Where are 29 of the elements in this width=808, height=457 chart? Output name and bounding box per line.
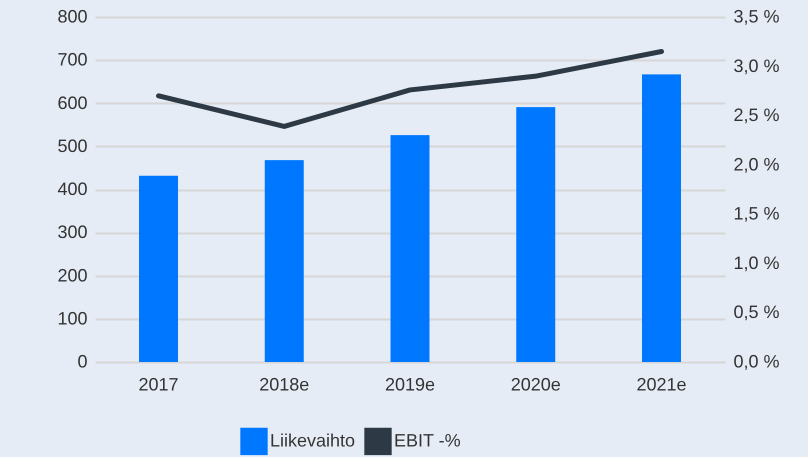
- legend-label: Liikevaihto: [270, 430, 356, 450]
- y2-tick-label: 1,5 %: [734, 204, 780, 224]
- y-tick-label: 400: [57, 179, 88, 199]
- y2-tick-label: 1,0 %: [734, 252, 780, 273]
- y-tick-label: 0: [77, 352, 88, 372]
- x-tick-label: 2018e: [259, 374, 310, 394]
- y-tick-label: 700: [57, 50, 88, 70]
- bar: [516, 107, 556, 362]
- y2-tick-label: 2,5 %: [734, 105, 780, 126]
- y-tick-label: 600: [57, 92, 88, 113]
- x-tick-label: 2017: [138, 374, 179, 394]
- y2-tick-label: 0,5 %: [734, 302, 780, 322]
- x-tick-label: 2019e: [384, 374, 436, 394]
- y-tick-label: 300: [57, 222, 88, 242]
- y2-tick-label: 0,0 %: [734, 352, 780, 372]
- bar: [390, 135, 430, 362]
- y2-tick-label: 3,0 %: [734, 56, 780, 76]
- bar: [264, 160, 304, 362]
- y-tick-label: 800: [57, 6, 88, 26]
- y2-tick-label: 2,0 %: [734, 154, 780, 174]
- y-tick-label: 200: [57, 265, 88, 286]
- y2-tick-label: 3,5 %: [734, 6, 780, 26]
- bar: [642, 74, 681, 362]
- bar: [139, 176, 178, 362]
- x-tick-label: 2021e: [636, 374, 687, 394]
- legend-label: EBIT -%: [394, 430, 461, 450]
- x-tick-label: 2020e: [510, 374, 561, 394]
- y-tick-label: 100: [57, 308, 88, 328]
- y-tick-label: 500: [57, 136, 88, 156]
